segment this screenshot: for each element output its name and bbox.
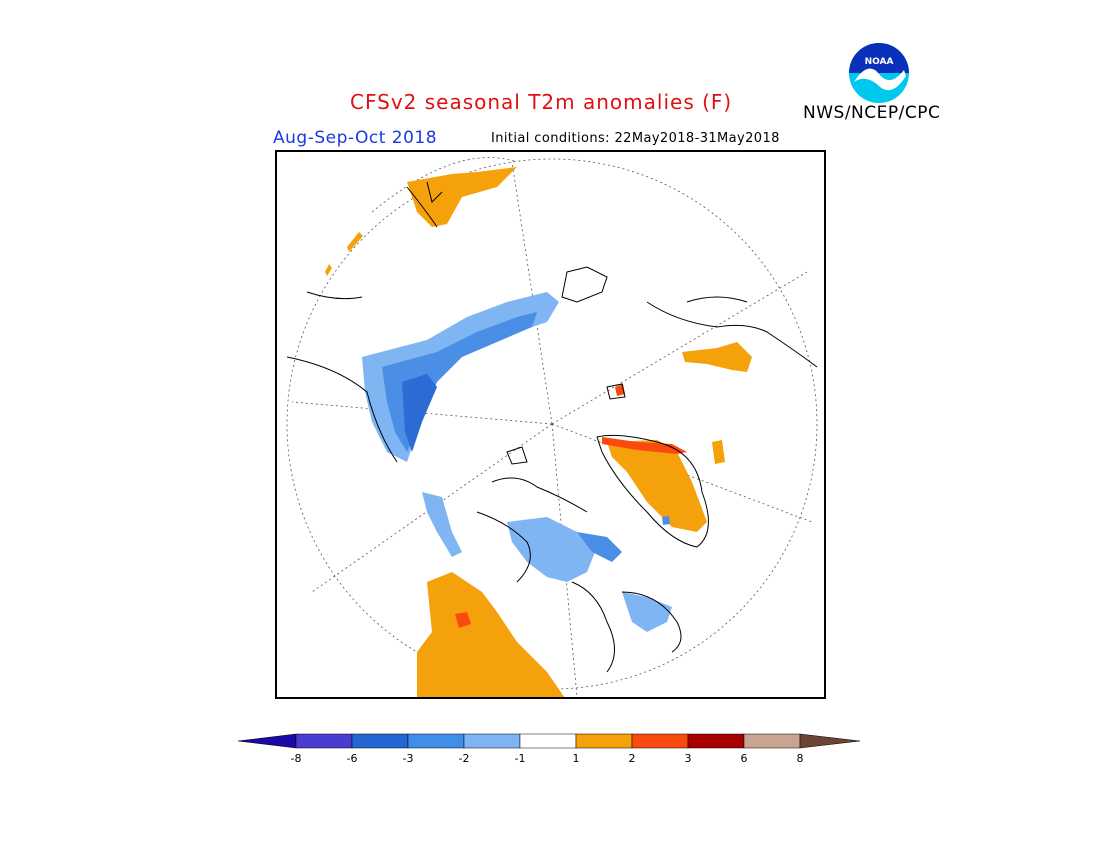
legend-tick: -8 [290, 752, 302, 765]
coastline-europe [646, 296, 818, 368]
legend-tick: 2 [628, 752, 636, 765]
legend-swatch [351, 733, 409, 749]
initial-conditions-label: Initial conditions: 22May2018-31May2018 [491, 131, 780, 146]
legend-tick: 3 [684, 752, 692, 765]
warm-anomaly-regions [325, 167, 752, 697]
agency-label: NWS/NCEP/CPC [803, 103, 941, 123]
legend-swatch [631, 733, 689, 749]
warm-region-patch [712, 440, 725, 464]
coastline-canadian-archipelago [476, 477, 588, 583]
color-legend [238, 733, 861, 749]
map-panel [275, 150, 826, 699]
legend-tick: 6 [740, 752, 748, 765]
warm-region-greenland [607, 440, 707, 532]
cold-region-patch [662, 516, 670, 525]
chart-title: CFSv2 seasonal T2m anomalies (F) [350, 90, 733, 114]
coastline-norway [406, 181, 443, 228]
warm-region-patch [325, 264, 332, 276]
warm-region-western-us [417, 572, 565, 697]
coastlines [286, 181, 818, 673]
meridian-line [551, 423, 578, 697]
cold-region-labrador [622, 592, 672, 632]
latitude-arc [371, 157, 518, 213]
legend-tick: -3 [402, 752, 414, 765]
cold-anomaly-regions-strong [402, 374, 437, 452]
legend-tick: 8 [796, 752, 804, 765]
legend-swatch [519, 733, 577, 749]
legend-arrow-min [238, 733, 297, 749]
cold-region-alaska [422, 492, 462, 557]
coastline-greenland [596, 434, 709, 548]
legend-swatch [463, 733, 521, 749]
legend-tick: -6 [346, 752, 358, 765]
polar-map [286, 157, 818, 697]
legend-swatch [743, 733, 801, 749]
legend-tick: -2 [458, 752, 470, 765]
noaa-logo: NOAA [849, 43, 909, 103]
warm-region-north-atlantic [407, 167, 517, 227]
meridian-line [551, 271, 808, 425]
meridian-line [551, 423, 813, 523]
season-label: Aug-Sep-Oct 2018 [273, 128, 438, 148]
warm-region-north-greenland [602, 437, 687, 454]
meridian-line [511, 161, 553, 425]
coastline-svalbard [561, 266, 608, 303]
legend-arrow-max [799, 733, 861, 749]
legend-swatch [407, 733, 465, 749]
warm-region-patch [347, 232, 363, 252]
cold-region-canada-north [507, 517, 597, 582]
logo-text: NOAA [865, 57, 894, 67]
legend-tick: 1 [572, 752, 580, 765]
cold-region-yakutia [402, 374, 437, 452]
legend-swatch [687, 733, 745, 749]
legend-swatch [295, 733, 353, 749]
coastline-siberia [286, 291, 398, 463]
cold-region-baffin [577, 532, 622, 562]
warm-anomaly-regions-strong [455, 384, 687, 628]
legend-tick: -1 [514, 752, 526, 765]
coastline-hudson-bay [571, 581, 682, 673]
legend-swatch [575, 733, 633, 749]
warm-region-west-africa [682, 342, 752, 372]
graticule [286, 157, 818, 697]
warm-region-rockies [455, 612, 471, 628]
coastline-islands [506, 383, 626, 465]
